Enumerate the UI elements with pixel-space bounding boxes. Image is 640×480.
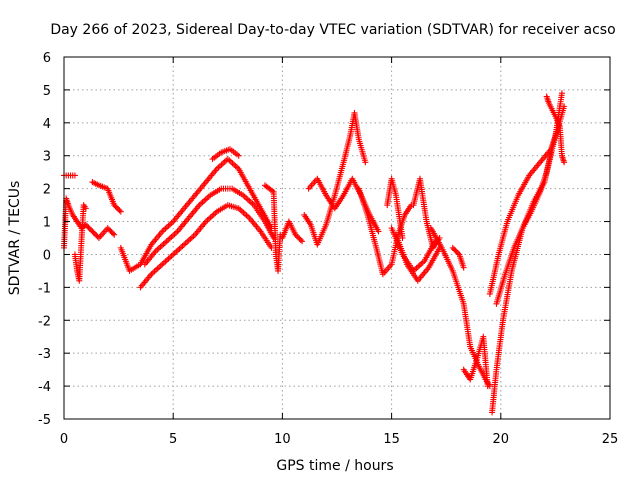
x-axis-label: GPS time / hours <box>276 458 393 474</box>
data-point <box>113 204 120 211</box>
data-point <box>292 231 299 238</box>
series-trace-k <box>301 109 369 248</box>
series-trace-c <box>71 202 89 284</box>
x-tick-label: 20 <box>493 432 510 447</box>
data-point <box>115 206 122 213</box>
series-trace-t <box>460 333 491 390</box>
series-trace-g <box>141 185 277 268</box>
data-point <box>116 207 123 214</box>
y-tick-label: 5 <box>43 84 51 99</box>
data-point <box>558 90 565 97</box>
data-point <box>561 159 568 166</box>
axis-ticks <box>63 56 611 420</box>
data-point <box>111 231 118 238</box>
data-point <box>297 236 304 243</box>
data-point <box>105 226 112 233</box>
data-point <box>117 208 124 215</box>
y-tick-label: -3 <box>38 347 51 362</box>
y-tick-label: -1 <box>38 281 51 296</box>
x-tick-label: 0 <box>60 432 68 447</box>
series-trace-s <box>449 244 467 271</box>
y-tick-label: -5 <box>38 413 51 428</box>
data-point <box>484 383 491 390</box>
data-point <box>85 224 92 231</box>
y-tick-labels: -5 -4 -3 -2 -1 0 1 2 3 4 5 6 <box>38 51 51 428</box>
y-tick-label: -2 <box>38 314 51 329</box>
x-tick-labels: 0 5 10 15 20 25 <box>60 432 618 447</box>
y-tick-label: 4 <box>43 117 51 132</box>
data-point <box>86 225 93 232</box>
plot-frame <box>63 56 611 420</box>
data-point <box>92 231 99 238</box>
data-point <box>452 247 459 254</box>
data-point <box>93 232 100 239</box>
data-point <box>295 234 302 241</box>
series-trace-j <box>279 218 306 245</box>
series-trace-d <box>89 179 124 215</box>
data-points <box>61 90 568 416</box>
series-trace-h <box>209 146 242 163</box>
data-point <box>89 228 96 235</box>
data-point <box>107 227 114 234</box>
y-tick-label: 6 <box>43 51 51 66</box>
data-point <box>90 229 97 236</box>
series-trace-f <box>137 202 275 291</box>
data-point <box>71 172 78 179</box>
y-tick-label: 3 <box>43 150 51 165</box>
data-point <box>235 152 242 159</box>
series-trace-w <box>493 90 565 307</box>
data-point <box>82 221 89 228</box>
data-point <box>451 246 458 253</box>
y-axis-label: SDTVAR / TECUs <box>7 181 23 296</box>
data-point <box>460 264 467 271</box>
series-trace-r <box>427 225 493 390</box>
series-trace-n <box>384 175 406 241</box>
data-point <box>453 248 460 255</box>
data-point <box>362 159 369 166</box>
x-tick-label: 10 <box>274 432 291 447</box>
data-point <box>111 202 118 209</box>
y-tick-label: -4 <box>38 380 51 395</box>
data-point <box>296 235 303 242</box>
data-point <box>449 244 456 251</box>
series-trace-x <box>543 93 568 166</box>
data-point <box>108 229 115 236</box>
chart-title: Day 266 of 2023, Sidereal Day-to-day VTE… <box>50 22 615 38</box>
data-point <box>109 230 116 237</box>
data-point <box>375 228 382 235</box>
data-point <box>293 233 300 240</box>
data-point <box>454 250 461 257</box>
x-tick-label: 25 <box>602 432 619 447</box>
data-point <box>82 205 89 212</box>
series-trace-i <box>261 182 284 274</box>
data-point <box>88 227 95 234</box>
data-point <box>299 238 306 245</box>
y-tick-label: 0 <box>43 248 51 263</box>
x-tick-label: 5 <box>169 432 177 447</box>
y-tick-label: 1 <box>43 216 51 231</box>
data-point <box>104 225 111 232</box>
series-trace-p <box>392 231 443 284</box>
x-tick-label: 15 <box>383 432 400 447</box>
data-point <box>399 235 406 241</box>
y-tick-label: 2 <box>43 183 51 198</box>
data-point <box>112 203 119 210</box>
